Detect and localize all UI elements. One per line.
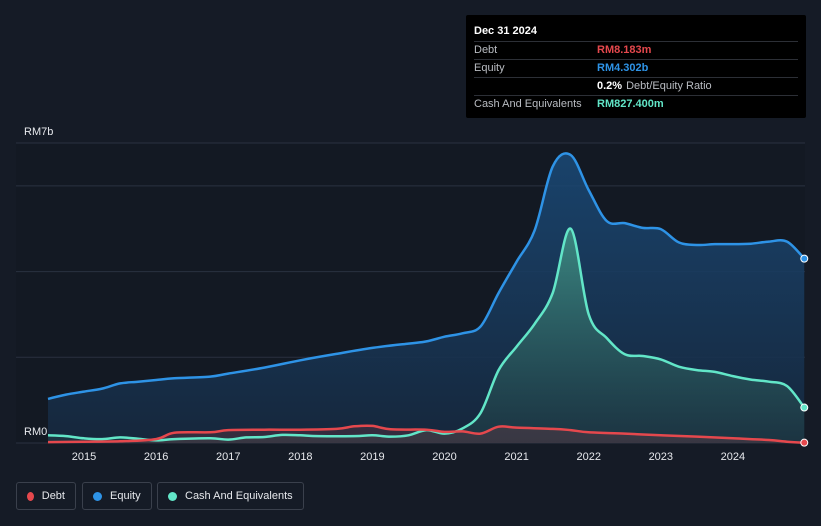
- x-axis-ticks: 2015 2016 2017 2018 2019 2020 2021 2022 2023 2024: [72, 451, 745, 463]
- tooltip-value-ratio: 0.2%: [597, 80, 623, 92]
- x-tick-label: 2017: [216, 451, 240, 463]
- equity-line: [47, 152, 806, 401]
- x-tick-label: 2021: [504, 451, 528, 463]
- tooltip-ratio-suffix: Debt/Equity Ratio: [626, 80, 712, 92]
- x-tick-label: 2019: [360, 451, 384, 463]
- debt-end-point: [800, 438, 809, 447]
- tooltip-row-cash: Cash And Equivalents RM827.400m: [474, 95, 798, 113]
- legend-label-cash: Cash And Equivalents: [185, 490, 293, 502]
- tooltip-label-debt: Debt: [474, 44, 498, 56]
- equity-end-point: [800, 254, 809, 263]
- tooltip-value-equity: RM4.302b: [597, 62, 649, 74]
- debt-line: [47, 424, 805, 444]
- legend-label-equity: Equity: [110, 490, 141, 502]
- legend-item-equity[interactable]: Equity: [82, 482, 152, 510]
- cash-and-equivalents-area: [48, 228, 805, 443]
- tooltip: Dec 31 2024 Debt RM8.183m Equity RM4.302…: [466, 15, 806, 118]
- tooltip-label-ratio: [474, 78, 597, 95]
- x-tick-label: 2018: [288, 451, 312, 463]
- equity-dot-icon: [93, 491, 102, 501]
- x-tick-label: 2016: [144, 451, 168, 463]
- tooltip-row-equity: Equity RM4.302b: [474, 59, 798, 77]
- cash-and-equivalents-end-point: [800, 403, 809, 412]
- x-tick-label: 2024: [721, 451, 745, 463]
- legend-label-debt: Debt: [41, 490, 65, 502]
- cash-dot-icon: [168, 491, 177, 501]
- x-tick-label: 2020: [432, 451, 456, 463]
- tooltip-label-cash: Cash And Equivalents: [474, 98, 582, 110]
- cash-and-equivalents-line: [47, 227, 806, 442]
- x-tick-label: 2023: [649, 451, 673, 463]
- y-axis-bottom-label: RM0: [24, 426, 47, 438]
- y-axis-top-label: RM7b: [24, 126, 53, 138]
- tooltip-date: Dec 31 2024: [474, 25, 537, 37]
- tooltip-row-ratio: 0.2% Debt/Equity Ratio: [474, 77, 798, 95]
- legend-item-cash[interactable]: Cash And Equivalents: [157, 482, 304, 510]
- tooltip-value-cash: RM827.400m: [597, 98, 664, 110]
- x-tick-label: 2022: [576, 451, 600, 463]
- tooltip-value-debt: RM8.183m: [597, 44, 652, 56]
- legend-item-debt[interactable]: Debt: [16, 482, 76, 510]
- tooltip-row-debt: Debt RM8.183m: [474, 41, 798, 59]
- x-tick-label: 2015: [72, 451, 96, 463]
- debt-dot-icon: [27, 491, 34, 501]
- series-lines: [47, 152, 809, 447]
- tooltip-label-equity: Equity: [474, 62, 505, 74]
